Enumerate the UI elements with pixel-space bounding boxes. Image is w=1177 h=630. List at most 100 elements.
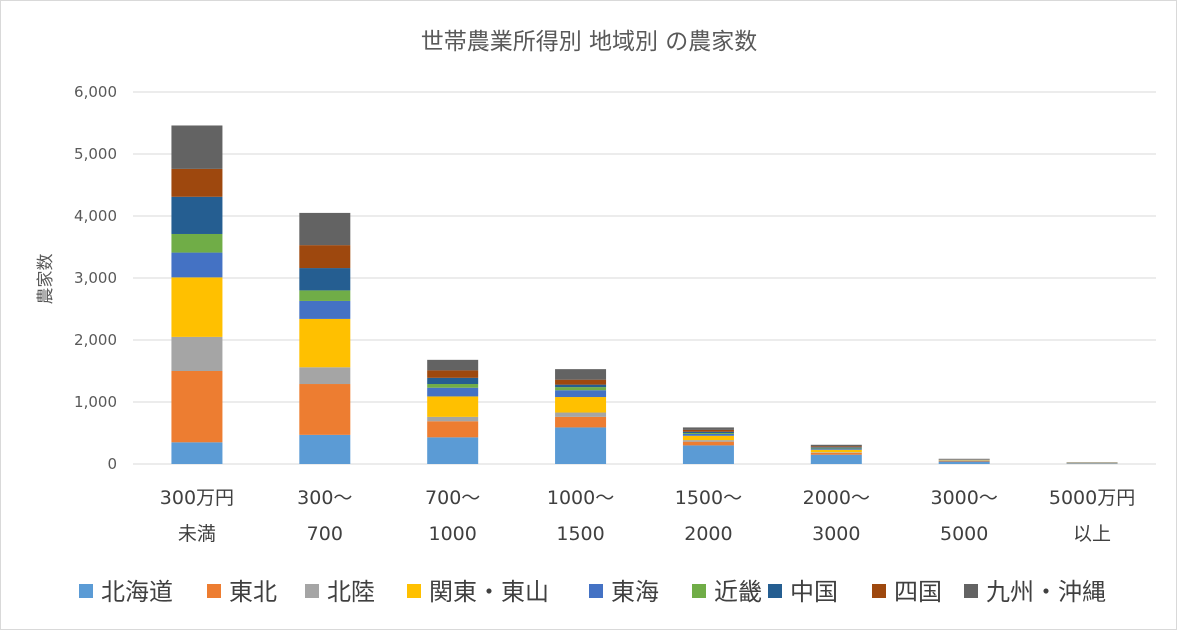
bar-segment <box>682 433 734 436</box>
bar-segment <box>682 445 734 464</box>
y-tick-label: 6,000 <box>74 83 117 101</box>
y-tick-label: 0 <box>107 455 117 473</box>
y-tick-label: 2,000 <box>74 331 117 349</box>
legend-swatch <box>305 584 319 598</box>
x-tick-label: 1000〜 <box>547 487 614 509</box>
legend-swatch <box>207 584 221 598</box>
x-tick-label: 300〜 <box>297 487 352 509</box>
y-tick-label: 5,000 <box>74 145 117 163</box>
bar-segment <box>938 461 990 464</box>
bar-segment <box>555 397 607 413</box>
bar-segment <box>299 290 351 301</box>
bar-segment <box>427 437 479 464</box>
bar-segment <box>299 367 351 385</box>
x-tick-label: 未満 <box>178 523 216 545</box>
x-tick-label: 1500 <box>556 523 604 545</box>
bar-segment <box>555 384 607 388</box>
legend-swatch <box>964 584 978 598</box>
legend-swatch <box>692 584 706 598</box>
bar-segment <box>171 196 223 234</box>
bar-segment <box>299 318 351 368</box>
legend-label: 東海 <box>611 578 659 606</box>
bar-segment <box>810 454 862 464</box>
x-tick-label: 700〜 <box>425 487 480 509</box>
legend-swatch <box>79 584 93 598</box>
bar-segment <box>682 441 734 446</box>
y-tick-label: 1,000 <box>74 393 117 411</box>
bar-segment <box>171 233 223 253</box>
bar-segment <box>1066 463 1118 464</box>
bar-segment <box>810 447 862 448</box>
y-axis-label: 農家数 <box>36 254 56 305</box>
chart-title: 世帯農業所得別 地域別 の農家数 <box>421 29 758 55</box>
legend-label: 中国 <box>790 578 838 606</box>
bar-segment <box>810 446 862 448</box>
bar-segment <box>427 421 479 438</box>
bar-segment <box>682 433 734 434</box>
bar-segment <box>427 416 479 422</box>
legend-label: 四国 <box>894 578 942 606</box>
bar-segment <box>810 448 862 450</box>
x-tick-label: 1500〜 <box>675 487 742 509</box>
bar-segment <box>555 427 607 464</box>
x-tick-label: 700 <box>307 523 343 545</box>
bar-segment <box>171 442 223 464</box>
bar-segment <box>682 427 734 430</box>
bar-segment <box>299 384 351 435</box>
x-tick-label: 5000 <box>940 523 988 545</box>
x-tick-label: 以上 <box>1073 523 1111 545</box>
bar-segment <box>682 435 734 441</box>
bar-segment <box>171 336 223 371</box>
bar-segment <box>427 370 479 378</box>
bar-segment <box>938 460 990 462</box>
legend-label: 東北 <box>229 578 277 606</box>
legend: 北海道 東北 北陸 関東・東山 東海 近畿 中国 四国 九州・沖縄 <box>79 578 1106 606</box>
bar-segment <box>810 452 862 455</box>
bar-segment <box>810 444 862 447</box>
legend-swatch <box>589 584 603 598</box>
legend-swatch <box>872 584 886 598</box>
x-tick-label: 5000万円 <box>1049 487 1135 509</box>
bar-segment <box>427 359 479 371</box>
legend-label: 九州・沖縄 <box>986 578 1106 606</box>
bar-segment <box>555 369 607 380</box>
x-tick-label: 3000 <box>812 523 860 545</box>
x-tick-label: 2000 <box>684 523 732 545</box>
bar-segment <box>810 449 862 453</box>
legend-label: 北陸 <box>327 578 375 606</box>
bar-segment <box>810 452 862 453</box>
legend-swatch <box>768 584 782 598</box>
bar-segment <box>555 416 607 428</box>
bar-segment <box>555 412 607 417</box>
x-tick-label: 3000〜 <box>931 487 998 509</box>
bar-segment <box>682 429 734 432</box>
bar-segment <box>682 440 734 442</box>
bar-segment <box>682 431 734 433</box>
bar-segment <box>171 371 223 443</box>
bar-segment <box>299 300 351 319</box>
bar-segment <box>299 434 351 464</box>
bar-segment <box>299 212 351 246</box>
bar-segment <box>427 387 479 397</box>
x-tick-label: 300万円 <box>160 487 234 509</box>
bar-segment <box>171 125 223 169</box>
bar-segment <box>427 384 479 388</box>
legend-label: 近畿 <box>714 578 762 606</box>
y-tick-label: 3,000 <box>74 269 117 287</box>
legend-label: 北海道 <box>101 578 173 606</box>
gridlines <box>133 91 1156 465</box>
bar-segment <box>810 447 862 449</box>
bar-segment <box>427 396 479 417</box>
bar-segment <box>299 268 351 291</box>
bar-segment <box>171 277 223 337</box>
legend-swatch <box>407 584 421 598</box>
bar-segment <box>555 390 607 398</box>
bar-segment <box>171 252 223 278</box>
bar-segment <box>555 387 607 391</box>
bar-segment <box>427 377 479 385</box>
x-tick-label: 2000〜 <box>803 487 870 509</box>
y-tick-label: 4,000 <box>74 207 117 225</box>
